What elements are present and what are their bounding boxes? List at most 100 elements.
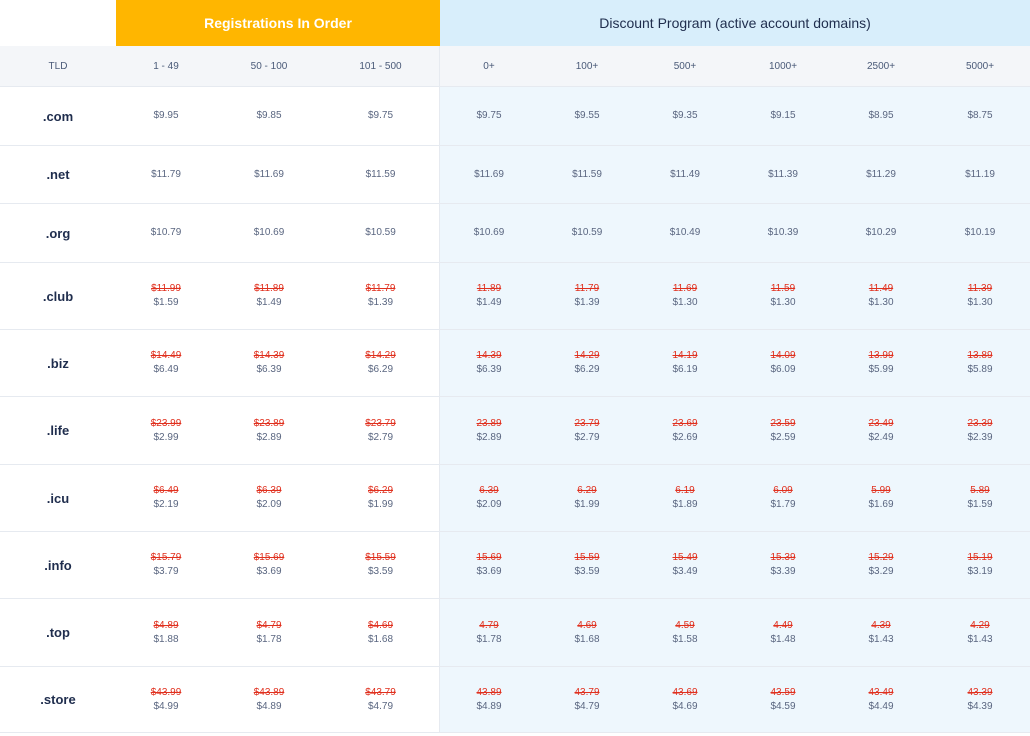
current-price: $9.15: [770, 110, 796, 121]
price-cell: 15.49 $3.49: [636, 532, 734, 599]
price-cell: $10.79: [116, 204, 216, 263]
price-cell: 43.49 $4.49: [832, 667, 930, 733]
column-header-tier: 500+: [636, 46, 734, 87]
current-price: $1.99: [367, 499, 394, 510]
price-cell: 43.69 $4.69: [636, 667, 734, 733]
price-cell: 43.89 $4.89: [440, 667, 538, 733]
current-price: $2.89: [476, 431, 502, 443]
price-cell: 11.49 $1.30: [832, 263, 930, 330]
price-cell: $15.59 $3.59: [322, 532, 440, 599]
current-price: $11.19: [965, 168, 995, 180]
original-price: 15.19: [967, 552, 993, 563]
current-price: $10.69: [473, 227, 505, 238]
price-cell: $9.95: [116, 87, 216, 146]
column-header-tier: 100+: [538, 46, 636, 87]
header-blank-cell: [0, 0, 116, 46]
original-price: 6.09: [773, 485, 793, 496]
original-price: $6.39: [256, 485, 282, 496]
original-price: 4.59: [675, 619, 695, 631]
current-price: $2.09: [476, 499, 502, 510]
original-price: 6.29: [577, 485, 597, 496]
original-price: $43.79: [365, 686, 396, 698]
price-cell: 11.59 $1.30: [734, 263, 832, 330]
price-cell: $11.69: [216, 146, 322, 204]
price-cell: $10.69: [216, 204, 322, 263]
price-cell: 5.89 $1.59: [930, 465, 1030, 532]
price-cell: $10.29: [832, 204, 930, 263]
current-price: $10.69: [253, 227, 285, 238]
tld-name: .info: [0, 532, 116, 599]
current-price: $1.43: [967, 633, 993, 645]
current-price: $5.99: [868, 364, 894, 375]
original-price: $43.89: [253, 686, 285, 698]
current-price: $1.89: [672, 499, 698, 510]
original-price: 11.79: [574, 283, 600, 294]
current-price: $1.78: [256, 633, 282, 645]
current-price: $1.49: [256, 297, 282, 308]
column-header-tier: 50 - 100: [216, 46, 322, 87]
current-price: $2.69: [672, 431, 698, 443]
current-price: $3.19: [967, 566, 993, 577]
price-cell: 6.09 $1.79: [734, 465, 832, 532]
column-header-tier: 1000+: [734, 46, 832, 87]
current-price: $9.55: [574, 110, 600, 121]
tld-name: .com: [0, 87, 116, 146]
price-cell: 15.19 $3.19: [930, 532, 1030, 599]
price-cell: $11.79 $1.39: [322, 263, 440, 330]
original-price: $23.79: [365, 417, 396, 429]
current-price: $1.88: [153, 633, 179, 645]
current-price: $1.68: [574, 633, 600, 645]
price-cell: $9.35: [636, 87, 734, 146]
current-price: $2.89: [256, 431, 282, 443]
original-price: $4.89: [153, 619, 179, 631]
current-price: $3.39: [770, 566, 796, 577]
current-price: $4.89: [256, 700, 282, 712]
price-cell: $10.39: [734, 204, 832, 263]
original-price: 13.99: [868, 350, 894, 361]
price-cell: 14.29 $6.29: [538, 330, 636, 397]
current-price: $2.09: [256, 499, 282, 510]
price-cell: 11.39 $1.30: [930, 263, 1030, 330]
price-cell: 43.59 $4.59: [734, 667, 832, 733]
price-cell: $9.55: [538, 87, 636, 146]
current-price: $3.69: [476, 566, 502, 577]
price-cell: $15.69 $3.69: [216, 532, 322, 599]
original-price: 43.79: [574, 686, 600, 698]
tld-name: .icu: [0, 465, 116, 532]
price-cell: 14.09 $6.09: [734, 330, 832, 397]
price-cell: $11.69: [440, 146, 538, 204]
original-price: 11.49: [868, 283, 894, 294]
current-price: $11.69: [254, 168, 284, 180]
current-price: $11.59: [572, 168, 602, 180]
tld-name: .club: [0, 263, 116, 330]
current-price: $10.79: [150, 227, 182, 238]
current-price: $10.59: [365, 227, 396, 238]
original-price: 14.09: [770, 350, 796, 361]
price-cell: $10.49: [636, 204, 734, 263]
original-price: 4.79: [479, 619, 499, 631]
current-price: $10.49: [669, 227, 701, 238]
current-price: $6.49: [153, 364, 179, 375]
column-header-tier: 101 - 500: [322, 46, 440, 87]
tld-name: .life: [0, 397, 116, 465]
current-price: $4.59: [770, 700, 796, 712]
price-cell: 23.89 $2.89: [440, 397, 538, 465]
current-price: $1.48: [770, 633, 796, 645]
original-price: $14.29: [365, 350, 396, 361]
original-price: $11.89: [254, 283, 284, 294]
price-cell: 6.39 $2.09: [440, 465, 538, 532]
price-cell: 15.69 $3.69: [440, 532, 538, 599]
price-cell: 4.59 $1.58: [636, 599, 734, 667]
original-price: 23.39: [967, 417, 993, 429]
price-cell: 23.69 $2.69: [636, 397, 734, 465]
original-price: 4.49: [773, 619, 793, 631]
original-price: 11.59: [770, 283, 796, 294]
price-cell: 11.79 $1.39: [538, 263, 636, 330]
current-price: $1.43: [868, 633, 894, 645]
current-price: $4.79: [367, 700, 394, 712]
discount-program-header: Discount Program (active account domains…: [440, 0, 1030, 46]
original-price: 23.69: [672, 417, 698, 429]
original-price: 43.69: [672, 686, 698, 698]
price-cell: $43.99 $4.99: [116, 667, 216, 733]
current-price: $3.79: [153, 566, 179, 577]
